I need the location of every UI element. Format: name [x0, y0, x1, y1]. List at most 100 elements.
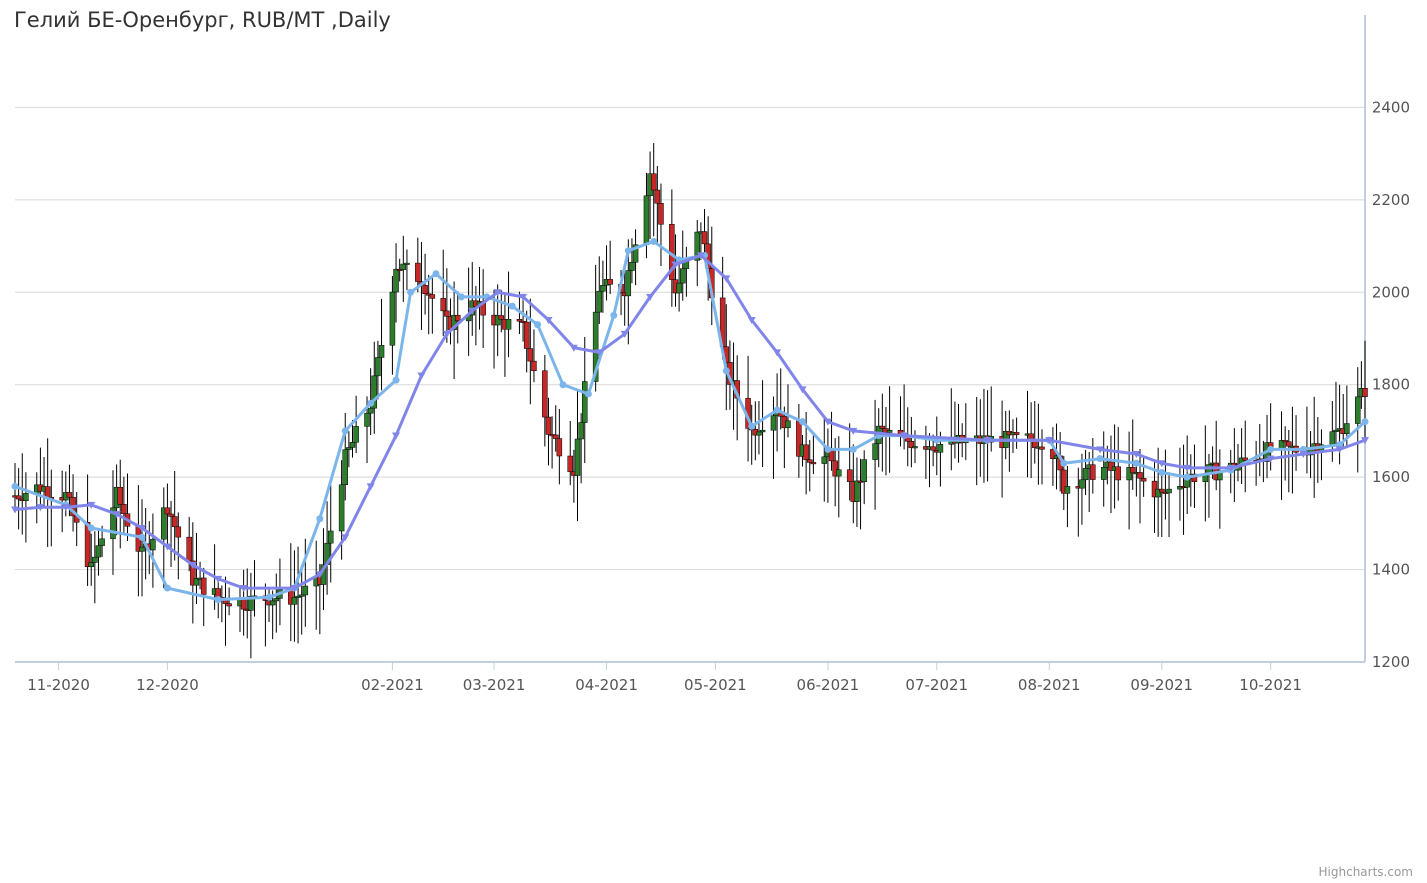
candle-up	[886, 430, 893, 433]
candle-up	[273, 598, 280, 602]
candle-down	[1129, 467, 1136, 474]
x-tick-label: 09-2021	[1130, 676, 1193, 694]
candle-up	[770, 415, 777, 431]
series-marker	[595, 349, 604, 357]
candle-up	[1082, 468, 1089, 481]
candle-up	[110, 507, 116, 540]
y-tick-label: 1400	[1372, 561, 1410, 579]
candle-down	[1013, 432, 1020, 435]
candle-down	[226, 603, 232, 607]
candle-down	[171, 516, 178, 528]
series-marker	[1183, 473, 1191, 481]
candle-up	[23, 493, 29, 502]
candle-down	[832, 460, 838, 477]
y-tick-label: 1600	[1372, 468, 1410, 486]
series-marker	[584, 390, 592, 398]
candle-down	[552, 434, 559, 439]
series-marker	[1060, 459, 1068, 467]
candle-up	[346, 447, 352, 450]
y-tick-label: 1200	[1372, 653, 1410, 671]
series-marker	[823, 418, 832, 426]
candle-down	[879, 425, 886, 429]
candle-down	[1159, 488, 1165, 493]
candle-up	[937, 444, 944, 453]
candle-down	[1108, 461, 1114, 471]
candle-up	[574, 438, 581, 476]
series-marker	[290, 585, 299, 593]
candle-up	[1344, 423, 1350, 434]
candle-down	[1061, 469, 1067, 494]
candle-down	[1140, 478, 1147, 482]
chart-title: Гелий БЕ-Оренбург, RUB/MT ,Daily	[14, 8, 391, 32]
candle-down	[240, 598, 247, 610]
candle-up	[679, 268, 686, 284]
candle-up	[643, 195, 650, 245]
candle-up	[451, 314, 457, 330]
series-marker	[11, 506, 19, 514]
series-marker	[569, 344, 578, 352]
series-marker	[188, 561, 197, 569]
series-marker	[341, 534, 350, 542]
candle-down	[523, 321, 530, 349]
series-marker	[650, 237, 658, 245]
candle-down	[1050, 449, 1056, 460]
series-marker	[508, 302, 516, 310]
candle-down	[908, 441, 915, 448]
candle-up	[400, 263, 407, 270]
x-tick-label: 03-2021	[463, 676, 526, 694]
candle-up	[854, 480, 860, 502]
series-marker	[1096, 446, 1105, 454]
candle-up	[1333, 429, 1339, 432]
candle-down	[15, 495, 22, 500]
series-marker	[773, 349, 782, 357]
series-marker	[696, 252, 705, 260]
series-marker	[1158, 469, 1166, 477]
x-tick-label: 05-2021	[684, 676, 747, 694]
candle-down	[658, 203, 664, 225]
x-tick-label: 08-2021	[1018, 676, 1081, 694]
candle-down	[1090, 464, 1096, 480]
candles	[12, 143, 1368, 659]
series-marker	[646, 293, 655, 301]
candle-up	[364, 412, 370, 427]
y-tick-label: 2000	[1372, 283, 1410, 301]
highcharts-credits[interactable]: Highcharts.com	[1318, 865, 1413, 879]
series-marker	[239, 585, 248, 593]
candle-up	[756, 431, 762, 436]
series-marker	[432, 270, 440, 278]
series-marker	[112, 511, 121, 519]
series-marker	[457, 293, 465, 301]
series-marker	[519, 293, 528, 301]
candle-up	[600, 285, 606, 292]
candle-up	[193, 578, 200, 586]
series-marker	[392, 432, 401, 440]
candle-up	[632, 244, 639, 263]
candle-down	[190, 560, 196, 586]
candle-up	[1166, 488, 1172, 494]
series-line	[14, 239, 1367, 602]
series-marker	[1299, 451, 1308, 459]
candle-up	[404, 262, 410, 265]
candle-up	[1079, 479, 1085, 489]
candle-up	[99, 538, 105, 546]
series-marker	[1361, 418, 1369, 426]
series-marker	[824, 445, 832, 453]
x-tick-label: 04-2021	[575, 676, 638, 694]
series-marker	[1157, 460, 1166, 468]
series-line	[14, 253, 1366, 590]
candle-down	[175, 526, 182, 538]
candle-up	[353, 426, 359, 443]
series-marker	[773, 406, 781, 414]
candle-down	[121, 504, 127, 514]
series-marker	[722, 367, 730, 375]
series-marker	[392, 376, 400, 384]
candle-up	[505, 319, 512, 330]
candle-up	[389, 291, 396, 346]
candle-up	[578, 422, 584, 440]
candle-up	[139, 546, 145, 552]
candle-up	[298, 594, 305, 597]
series-marker	[138, 524, 147, 532]
candle-up	[1354, 396, 1361, 424]
series-marker	[417, 372, 426, 380]
candle-up	[327, 530, 334, 544]
